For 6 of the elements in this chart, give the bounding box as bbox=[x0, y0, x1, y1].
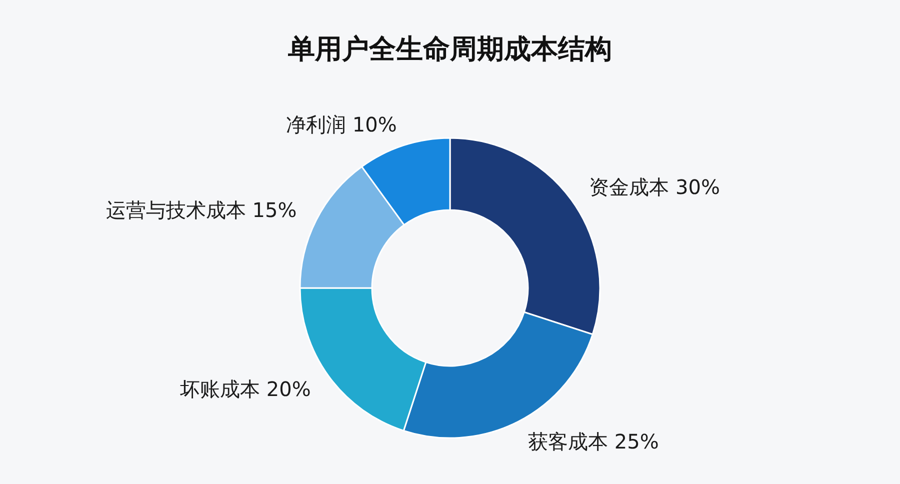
chart-title: 单用户全生命周期成本结构 bbox=[287, 34, 612, 65]
slice-label: 坏账成本 20% bbox=[179, 377, 311, 402]
slice-label: 获客成本 25% bbox=[528, 429, 659, 454]
slice-label: 资金成本 30% bbox=[589, 174, 720, 199]
slice-label: 净利润 10% bbox=[286, 112, 397, 136]
slice-label: 运营与技术成本 15% bbox=[106, 198, 297, 222]
